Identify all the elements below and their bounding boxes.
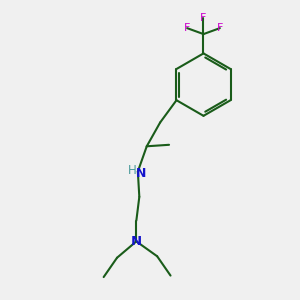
- Text: F: F: [217, 23, 223, 33]
- Text: F: F: [184, 23, 190, 33]
- Text: N: N: [131, 235, 142, 248]
- Text: H: H: [128, 164, 137, 177]
- Text: F: F: [200, 13, 207, 23]
- Text: N: N: [136, 167, 147, 179]
